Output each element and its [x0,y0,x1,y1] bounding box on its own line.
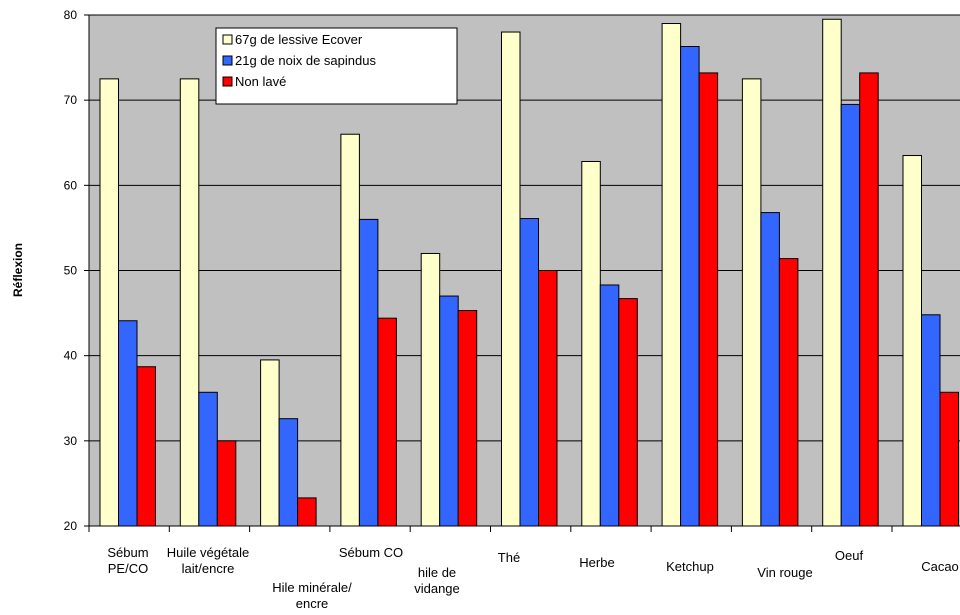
y-tick-label: 40 [64,349,78,363]
y-tick-labels: 20 30 40 50 60 70 80 [64,8,78,533]
bar [179,78,200,527]
category-label: Herbe [579,555,614,570]
bar [260,359,280,527]
bar [778,258,799,527]
bar [340,133,360,527]
bar [420,252,441,527]
category-label: Cacao [921,559,959,574]
category-label: Hile minérale/encre [272,580,352,611]
bar [859,72,879,527]
bar [358,218,379,527]
bar [198,391,218,527]
legend-entry: Non lavé [235,74,286,89]
y-tick-label: 50 [64,264,78,278]
category-label: Thé [498,550,520,565]
bar [680,46,700,527]
category-label: Oeuf [835,548,864,563]
bar [939,391,959,527]
legend-entry: 67g de lessive Ecover [235,32,363,47]
bar [501,31,521,527]
bar [618,298,638,527]
bar [99,78,119,527]
bar [822,18,842,527]
legend-box [215,27,458,105]
bar [519,218,539,527]
category-label: Sébum PE/CO [107,545,148,576]
bar [760,212,780,527]
bar [136,366,156,527]
category-label: Huile végétale lait/encre [167,545,249,576]
legend-entry: 21g de noix de sapindus [235,53,376,68]
y-tick-label: 60 [64,178,78,192]
bar [902,155,922,527]
bar [457,310,478,527]
category-label: hile de vidange [414,565,460,596]
bar [698,72,719,527]
bar [297,497,317,527]
category-label: Vin rouge [757,565,812,580]
bar [581,160,601,527]
category-label: Ketchup [666,559,714,574]
y-axis-label: Réflexion [11,243,25,297]
bar [118,320,138,527]
legend-swatch [222,55,233,66]
bar [377,317,397,527]
category-label: Sébum CO [339,545,403,560]
y-tick-label: 30 [64,434,78,448]
bar [840,103,861,527]
y-tick-label: 20 [64,519,78,533]
bars [99,18,959,527]
category-labels: Sébum PE/CO Huile végétale lait/encre Hile m… [107,545,958,611]
legend: 67g de lessive Ecover 21g de noix de sapi… [215,27,458,105]
y-tick-label: 70 [64,93,78,107]
y-tick-label: 80 [64,8,78,22]
legend-swatch [222,34,233,45]
bar [216,440,237,527]
bar [599,284,620,527]
bar [661,23,682,527]
axes [84,14,960,532]
bar [741,78,762,527]
bar [538,270,558,527]
bar [278,418,299,527]
bar [439,295,459,527]
bar [921,314,941,527]
legend-swatch [222,76,233,87]
